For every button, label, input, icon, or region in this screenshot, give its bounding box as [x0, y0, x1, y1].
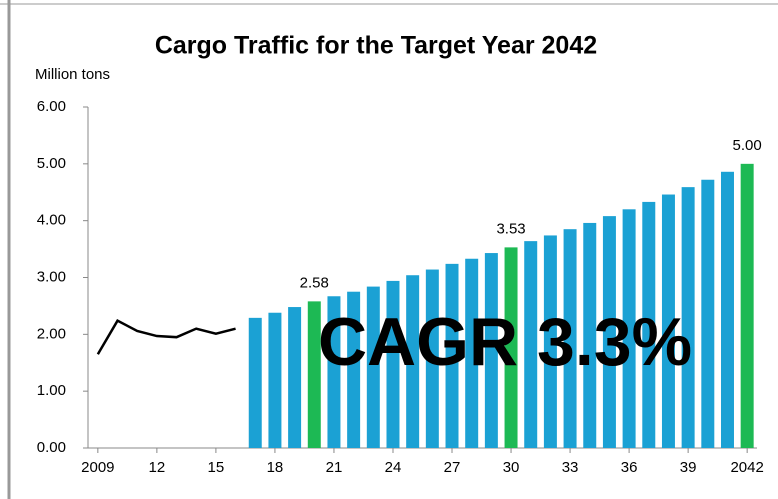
bar — [425, 269, 439, 448]
bar — [524, 241, 538, 448]
x-tick-label: 21 — [326, 459, 343, 476]
bar — [268, 312, 282, 448]
bar — [681, 187, 695, 448]
bar — [288, 307, 302, 448]
y-tick-label: 1.00 — [37, 382, 66, 399]
bar — [740, 163, 754, 449]
x-tick-label: 33 — [562, 459, 579, 476]
bar — [307, 301, 321, 448]
bar — [366, 286, 380, 448]
bar — [386, 280, 400, 448]
y-tick-label: 2.00 — [37, 325, 66, 342]
bar — [583, 222, 597, 448]
x-tick-label: 36 — [621, 459, 638, 476]
y-tick-label: 5.00 — [37, 155, 66, 172]
bar — [602, 216, 616, 448]
bar — [622, 209, 636, 448]
y-tick-label: 6.00 — [37, 98, 66, 115]
y-tick-label: 4.00 — [37, 212, 66, 229]
x-tick-label: 27 — [444, 459, 461, 476]
annotation: CAGR 3.3% — [318, 304, 692, 380]
bar — [504, 247, 518, 448]
bar — [465, 258, 479, 448]
bar — [347, 291, 361, 448]
bar — [406, 275, 420, 448]
x-tick-label: 18 — [267, 459, 284, 476]
x-tick-label: 2009 — [81, 459, 114, 476]
bar — [701, 179, 715, 448]
bar — [543, 235, 557, 448]
bar — [327, 296, 341, 448]
x-tick-label: 30 — [503, 459, 520, 476]
bar — [484, 253, 498, 448]
bar — [642, 201, 656, 448]
x-tick-label: 39 — [680, 459, 697, 476]
bar — [720, 171, 734, 449]
bar — [563, 229, 577, 448]
y-tick-label: 3.00 — [37, 268, 66, 285]
bar — [445, 263, 459, 448]
x-tick-label: 2042 — [730, 459, 763, 476]
bar — [248, 317, 262, 448]
y-axis-label: Million tons — [35, 66, 110, 83]
x-tick-label: 24 — [385, 459, 402, 476]
chart-title: Cargo Traffic for the Target Year 2042 — [155, 32, 597, 60]
bar — [661, 194, 675, 448]
y-tick-label: 0.00 — [37, 439, 66, 456]
data-label: 3.53 — [496, 220, 525, 237]
x-tick-label: 15 — [208, 459, 225, 476]
x-tick-label: 12 — [149, 459, 166, 476]
data-label: 2.58 — [300, 274, 329, 291]
data-label: 5.00 — [733, 137, 762, 154]
line — [96, 319, 236, 355]
